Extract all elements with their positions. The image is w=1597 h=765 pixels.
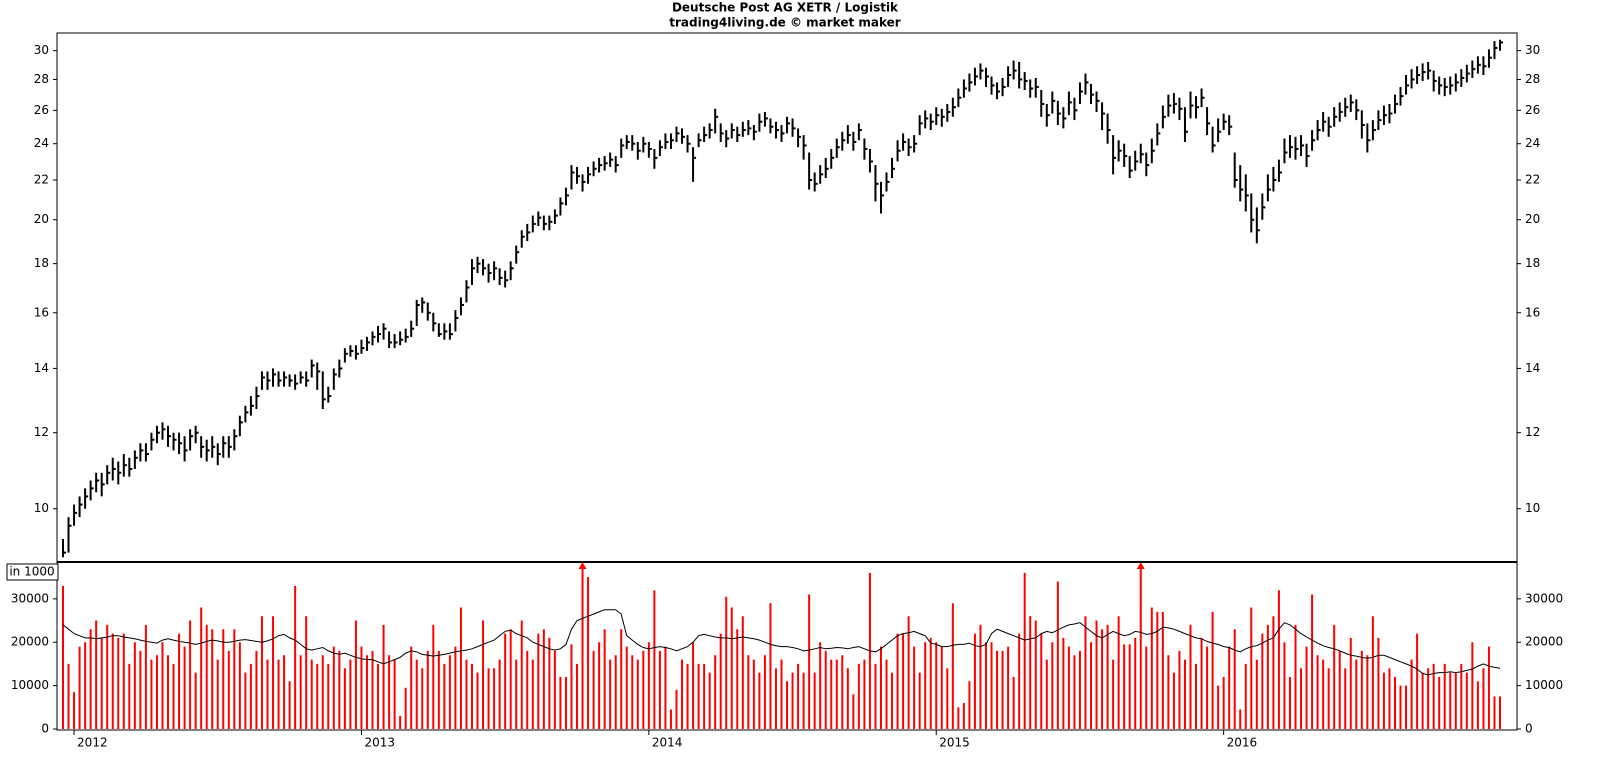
x-tick-label: 2013: [364, 736, 395, 750]
y-tick-label: 30000: [1525, 591, 1563, 605]
y-tick-label: 24: [1525, 136, 1540, 150]
y-tick-label: 14: [34, 361, 49, 375]
y-tick-label: 28: [1525, 72, 1540, 86]
y-tick-label: 16: [34, 305, 49, 319]
x-tick-label: 2014: [652, 736, 683, 750]
x-tick-label: 2012: [77, 736, 108, 750]
unit-box: [6, 563, 59, 581]
y-tick-label: 20: [34, 212, 49, 226]
chart-title: Deutsche Post AG XETR / Logistik: [672, 1, 899, 15]
overflow-arrow: [578, 562, 587, 569]
overflow-arrow: [1136, 562, 1145, 569]
y-tick-label: 16: [1525, 305, 1540, 319]
volume-unit-label: in 1000: [9, 565, 54, 579]
y-tick-label: 10000: [1525, 678, 1563, 692]
y-tick-label: 0: [41, 722, 49, 736]
y-tick-label: 0: [1525, 722, 1533, 736]
y-tick-label: 12: [1525, 425, 1540, 439]
x-tick-label: 2015: [939, 736, 970, 750]
price-frame: [56, 32, 1518, 563]
y-tick-label: 10: [34, 501, 49, 515]
y-tick-label: 12: [34, 425, 49, 439]
y-tick-label: 18: [34, 256, 49, 270]
y-tick-label: 24: [34, 136, 49, 150]
y-tick-label: 10000: [11, 678, 49, 692]
y-tick-label: 14: [1525, 361, 1540, 375]
x-tick-label: 2016: [1227, 736, 1258, 750]
y-tick-label: 20000: [11, 635, 49, 649]
y-tick-label: 26: [1525, 103, 1540, 117]
y-tick-label: 26: [34, 103, 49, 117]
y-tick-label: 18: [1525, 256, 1540, 270]
y-tick-label: 30: [1525, 43, 1540, 57]
chart-subtitle: trading4living.de © market maker: [669, 16, 901, 30]
y-tick-label: 20000: [1525, 635, 1563, 649]
y-tick-label: 30000: [11, 591, 49, 605]
moving-average: [62, 609, 1501, 676]
y-tick-label: 10: [1525, 501, 1540, 515]
y-tick-label: 22: [34, 172, 49, 186]
y-tick-label: 20: [1525, 212, 1540, 226]
y-tick-label: 22: [1525, 172, 1540, 186]
y-tick-label: 28: [34, 72, 49, 86]
y-tick-label: 30: [34, 43, 49, 57]
